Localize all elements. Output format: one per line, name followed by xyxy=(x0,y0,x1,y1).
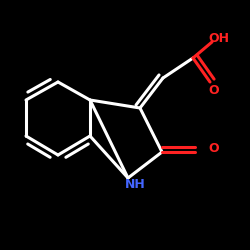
Text: O: O xyxy=(208,84,218,96)
Text: NH: NH xyxy=(124,178,146,192)
Text: OH: OH xyxy=(208,32,229,44)
Text: O: O xyxy=(208,142,218,154)
